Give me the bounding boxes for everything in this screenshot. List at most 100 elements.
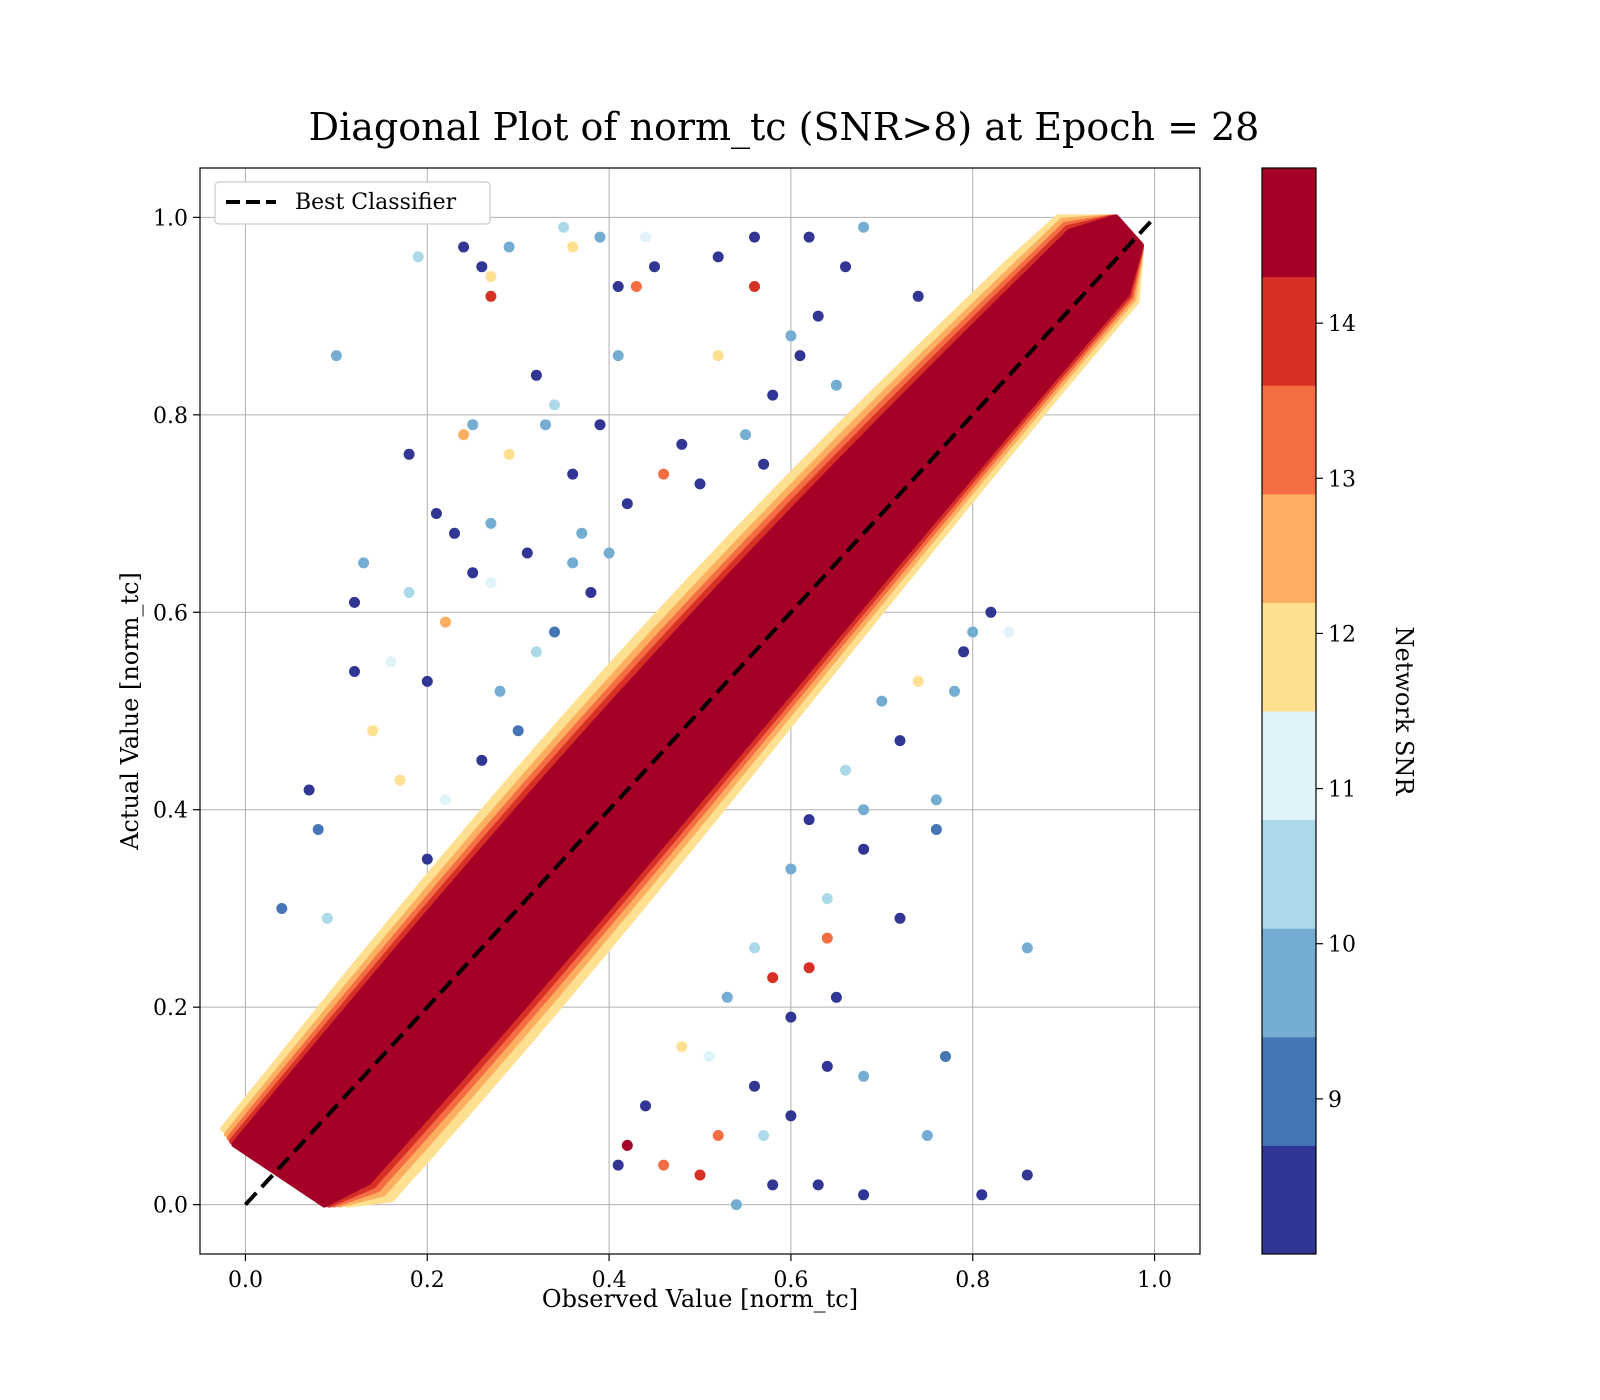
data-point xyxy=(1021,1169,1033,1181)
colorbar-label: Network SNR xyxy=(1390,627,1418,797)
y-axis-label: Actual Value [norm_tc] xyxy=(116,572,144,851)
data-point xyxy=(930,824,942,835)
data-point xyxy=(894,912,906,924)
data-point xyxy=(858,1070,870,1082)
colorbar-segment xyxy=(1262,711,1316,821)
data-point xyxy=(958,646,970,658)
data-point xyxy=(712,1130,724,1141)
data-point xyxy=(794,350,806,362)
data-point xyxy=(767,1179,779,1191)
data-point xyxy=(485,290,497,302)
data-point xyxy=(740,429,751,441)
data-point xyxy=(694,1169,706,1181)
colorbar-segment xyxy=(1262,1145,1316,1255)
data-point xyxy=(712,350,724,362)
data-point xyxy=(330,350,342,362)
data-point xyxy=(612,281,624,292)
colorbar-frame xyxy=(1261,167,1317,1255)
data-point xyxy=(567,468,579,480)
point-cloud xyxy=(220,214,1144,1208)
data-point xyxy=(858,221,870,233)
data-point xyxy=(985,606,997,618)
data-point xyxy=(385,656,397,668)
data-point xyxy=(894,735,906,747)
data-point xyxy=(840,764,851,776)
data-point xyxy=(421,853,433,865)
colorbar-segment xyxy=(1262,1036,1316,1146)
data-point xyxy=(649,261,660,273)
data-point xyxy=(949,685,960,697)
colorbar-segment xyxy=(1262,928,1316,1038)
data-point xyxy=(694,478,706,490)
data-point xyxy=(467,419,479,431)
data-point xyxy=(785,330,797,342)
x-tick-label: 1.0 xyxy=(1137,1268,1172,1293)
data-point xyxy=(521,547,533,559)
data-point xyxy=(367,725,379,737)
data-point xyxy=(567,557,579,569)
plot-area xyxy=(199,167,1201,1255)
data-point xyxy=(812,310,824,322)
data-point xyxy=(976,1189,988,1201)
x-axis-ticks: 0.0 0.2 0.4 0.6 0.8 1.0 xyxy=(228,1254,1172,1293)
data-point xyxy=(721,991,733,1003)
data-point xyxy=(594,419,606,431)
colorbar-tick-label: 11 xyxy=(1328,778,1356,803)
data-point xyxy=(803,962,815,974)
data-point xyxy=(640,1100,651,1112)
data-point xyxy=(449,527,460,539)
y-tick-label: 0.4 xyxy=(153,799,188,824)
data-point xyxy=(621,498,633,510)
y-tick-label: 0.2 xyxy=(153,996,188,1021)
x-tick-label: 0.2 xyxy=(410,1268,445,1293)
colorbar-segment xyxy=(1262,819,1316,929)
data-point xyxy=(549,399,560,411)
data-point xyxy=(940,1051,951,1062)
x-tick-label: 0.6 xyxy=(773,1268,808,1293)
data-point xyxy=(458,429,470,441)
data-point xyxy=(440,794,451,806)
data-point xyxy=(830,379,842,391)
data-point xyxy=(967,626,979,638)
data-point xyxy=(1021,942,1033,954)
data-point xyxy=(403,448,415,460)
x-axis-label: Observed Value [norm_tc] xyxy=(542,1285,858,1313)
data-point xyxy=(640,231,651,243)
colorbar-segment xyxy=(1262,168,1316,278)
data-point xyxy=(876,695,888,707)
data-point xyxy=(749,281,760,292)
data-point xyxy=(612,350,624,362)
data-point xyxy=(349,596,360,608)
data-point xyxy=(621,1139,633,1151)
data-point xyxy=(476,754,488,766)
data-point xyxy=(303,784,315,796)
data-point xyxy=(612,1159,624,1171)
x-tick-label: 0.8 xyxy=(955,1268,990,1293)
colorbar-segment xyxy=(1262,276,1316,386)
y-tick-label: 0.0 xyxy=(153,1194,188,1219)
data-point xyxy=(821,893,833,905)
data-point xyxy=(485,271,497,283)
data-point xyxy=(803,814,815,826)
data-point xyxy=(458,241,470,253)
data-point xyxy=(276,903,288,914)
data-point xyxy=(676,1041,688,1053)
colorbar-tick-label: 13 xyxy=(1328,467,1356,492)
data-point xyxy=(530,369,542,381)
legend-label: Best Classifier xyxy=(295,190,457,215)
data-point xyxy=(1003,626,1015,638)
data-point xyxy=(803,231,815,243)
data-point xyxy=(494,685,506,697)
colorbar-segment xyxy=(1262,385,1316,495)
data-point xyxy=(830,991,842,1003)
y-tick-label: 0.6 xyxy=(153,601,188,626)
data-point xyxy=(321,912,333,924)
data-point xyxy=(503,448,515,460)
data-point xyxy=(349,666,360,677)
data-point xyxy=(540,419,551,431)
data-point xyxy=(821,1060,833,1072)
data-point xyxy=(394,774,406,786)
data-point xyxy=(658,468,670,480)
data-point xyxy=(421,675,433,687)
colorbar-segment xyxy=(1262,602,1316,712)
